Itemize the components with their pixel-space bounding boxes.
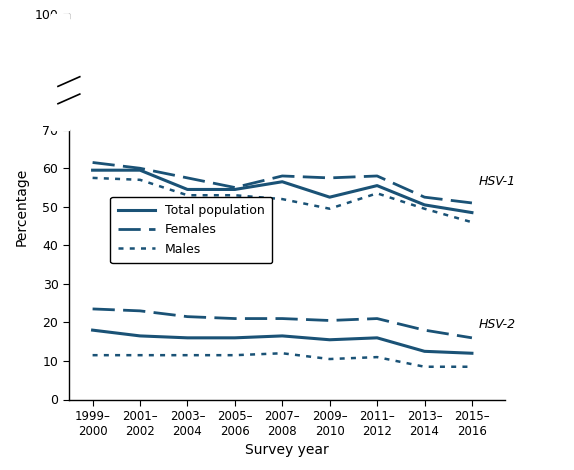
- Legend: Total population, Females, Males: Total population, Females, Males: [110, 196, 272, 263]
- Text: HSV-1: HSV-1: [479, 175, 516, 188]
- X-axis label: Survey year: Survey year: [245, 444, 329, 457]
- Text: HSV-2: HSV-2: [479, 318, 516, 331]
- Bar: [52, 14, 69, 130]
- Y-axis label: Percentage: Percentage: [15, 168, 29, 246]
